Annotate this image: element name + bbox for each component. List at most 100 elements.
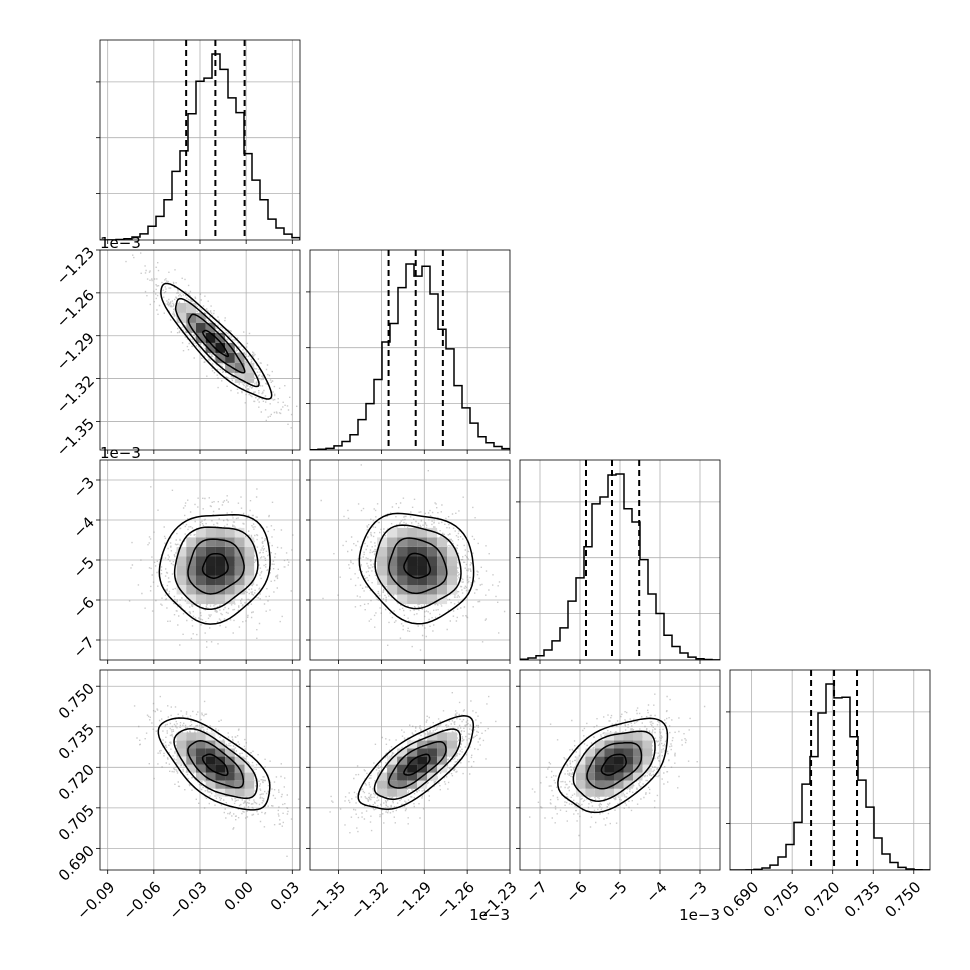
density-cell <box>427 537 438 547</box>
density-cell <box>215 556 226 566</box>
density-cell <box>407 594 418 605</box>
density-cell <box>623 732 633 741</box>
density-cell <box>585 772 595 781</box>
density-cell <box>244 372 255 383</box>
density-cell <box>225 547 235 557</box>
density-cell <box>614 732 624 741</box>
density-cell <box>614 756 624 765</box>
density-cell <box>234 788 245 797</box>
density-cell <box>186 302 196 313</box>
density-cell <box>377 556 388 566</box>
density-cell <box>196 556 206 566</box>
density-cell <box>176 575 187 585</box>
contour-2-0-1 <box>173 526 259 610</box>
x-tick-label-0-0: −0.09 <box>73 878 118 923</box>
density-cell <box>176 566 187 576</box>
density-cell <box>196 756 206 765</box>
density-cell <box>604 764 614 773</box>
contour-3-0-3 <box>201 753 229 777</box>
contour-2-0-0 <box>158 513 271 625</box>
density-cell <box>196 547 206 557</box>
density-cell <box>196 322 206 333</box>
contour-1-0-1 <box>174 297 260 388</box>
density-cell <box>205 322 216 333</box>
density-cell <box>377 547 388 557</box>
density-cell <box>205 748 216 757</box>
density-cell <box>225 352 235 363</box>
density-cell <box>614 780 624 789</box>
density-cell <box>575 780 586 789</box>
panel-0-0 <box>96 39 301 244</box>
contour-3-0-0 <box>157 717 271 811</box>
density-cell <box>234 362 245 373</box>
density-cell <box>215 748 226 757</box>
contour-2-1-0 <box>358 512 475 625</box>
density-cell <box>585 788 595 797</box>
y-tick-label-2-2: −5 <box>70 553 98 581</box>
density-cell <box>225 566 235 576</box>
density-cell <box>407 748 418 757</box>
y-offset-label-2: 1e−3 <box>100 444 141 462</box>
density-cell <box>387 756 398 765</box>
density-cell <box>244 537 255 547</box>
density-cell <box>244 764 255 773</box>
panel-frame <box>309 669 511 871</box>
contour-1-0-2 <box>187 313 246 374</box>
density-cell <box>234 352 245 363</box>
y-tick-label-3-0: 0.690 <box>55 842 98 885</box>
density-cell <box>437 537 448 547</box>
y-tick-label-3-1: 0.705 <box>55 801 98 844</box>
density-cell <box>623 764 633 773</box>
contour-2-0-2 <box>187 538 245 595</box>
density-cell <box>186 537 196 547</box>
y-tick-label-1-3: −1.26 <box>53 286 98 331</box>
density-cell <box>642 748 653 757</box>
density-cell <box>397 756 408 765</box>
density-cell <box>642 732 653 741</box>
density-cell <box>234 756 245 765</box>
density-cell <box>437 594 448 605</box>
x-offset-label-2: 1e−3 <box>679 906 720 924</box>
histogram-1 <box>310 263 510 450</box>
density-cell <box>397 537 408 547</box>
density-cell <box>215 566 226 576</box>
density-cell <box>225 756 235 765</box>
density-cell <box>205 527 216 538</box>
density-cell <box>604 780 614 789</box>
density-cell <box>397 788 408 797</box>
density-cell <box>417 547 428 557</box>
contour-3-0-2 <box>187 740 245 789</box>
density-cell <box>225 594 235 605</box>
panel-frame <box>729 669 931 871</box>
density-cell <box>377 788 388 797</box>
density-cell <box>215 772 226 781</box>
density-cell <box>595 764 605 773</box>
density-cell <box>397 764 408 773</box>
density-cell <box>417 575 428 585</box>
density-cell <box>427 740 438 749</box>
contour-1-0-0 <box>160 282 273 400</box>
density-cell <box>387 547 398 557</box>
contour-3-2-2 <box>586 741 643 790</box>
y-tick-label-2-4: −3 <box>70 473 98 501</box>
density-cell <box>196 764 206 773</box>
density-cell <box>407 585 418 595</box>
density-cell <box>234 575 245 585</box>
panel-2-1 <box>306 459 511 664</box>
density-cell <box>595 772 605 781</box>
density-cell <box>437 575 448 585</box>
density-cell <box>186 575 196 585</box>
density-cell <box>397 748 408 757</box>
density-cell <box>623 780 633 789</box>
density-cell <box>377 780 388 789</box>
density-cell <box>196 332 206 343</box>
density-cell <box>407 527 418 538</box>
density-cell <box>604 772 614 781</box>
density-cell <box>225 342 235 353</box>
density-cell <box>585 764 595 773</box>
density-cell <box>427 748 438 757</box>
panel-1-1 <box>306 249 511 454</box>
density-cell <box>387 772 398 781</box>
